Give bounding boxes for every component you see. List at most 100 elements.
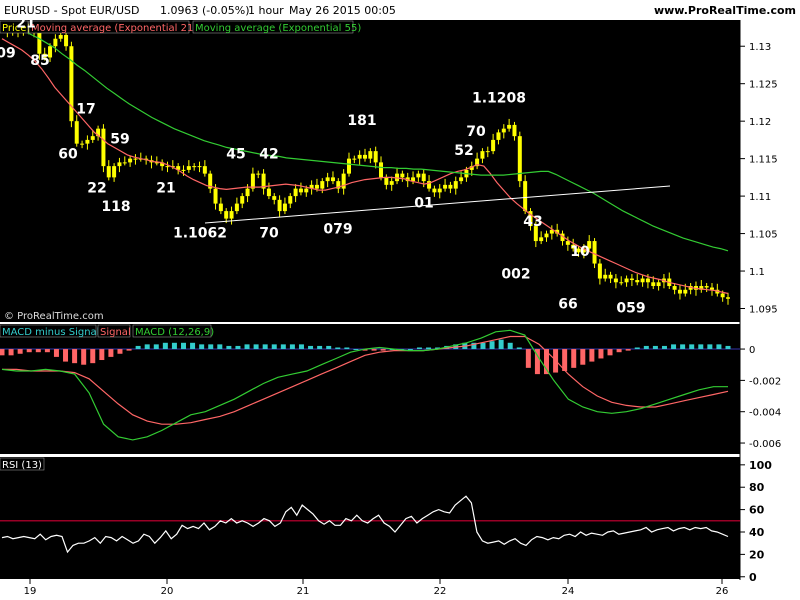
price-annotation: 002: [501, 267, 530, 283]
price-annotation: 70: [466, 124, 486, 140]
price-annotation: 85: [30, 53, 49, 69]
candle-body: [539, 237, 544, 242]
macd-histogram-bar: [153, 344, 159, 350]
macd-histogram-bar: [244, 344, 250, 350]
x-tick-label: 26: [716, 586, 729, 597]
macd-histogram-bar: [707, 344, 713, 350]
candle-body: [443, 184, 448, 189]
macd-histogram-bar: [17, 349, 23, 354]
candle-body: [549, 229, 554, 234]
macd-line: [1, 329, 728, 441]
macd-tick-label: -0.004: [749, 408, 781, 419]
candle-body: [555, 229, 560, 234]
rsi-tick-label: 40: [749, 526, 765, 539]
candle-body: [421, 173, 426, 182]
candle-body: [293, 188, 298, 197]
candle-body: [154, 162, 159, 164]
price-tick-label: 1.115: [749, 155, 778, 166]
candle-body: [90, 136, 95, 140]
macd-histogram-bar: [525, 349, 531, 368]
candle-body: [42, 53, 47, 58]
website-link[interactable]: www.ProRealTime.com: [653, 4, 796, 17]
candle-body: [234, 203, 239, 212]
price-panel: [0, 20, 740, 322]
rsi-tick-label: 80: [749, 481, 765, 494]
macd-histogram-bar: [99, 349, 105, 361]
macd-series: [0, 329, 740, 441]
candle-body: [629, 278, 634, 281]
macd-histogram-bar: [598, 349, 604, 359]
candle-body: [432, 188, 437, 193]
candle-body: [459, 177, 464, 182]
candle-body: [485, 151, 490, 153]
macd-tick-label: -0.002: [749, 376, 781, 387]
candle-body: [517, 136, 522, 182]
candle-body: [277, 199, 282, 212]
price-annotation: 1.1208: [472, 90, 526, 106]
x-tick-label: 24: [562, 586, 575, 597]
price-tick-label: 1.11: [749, 192, 771, 203]
macd-histogram-bar: [362, 349, 368, 351]
price-annotation: 22: [87, 180, 106, 196]
macd-histogram-bar: [380, 349, 386, 351]
candle-body: [576, 248, 581, 253]
candle-body: [416, 173, 421, 178]
macd-histogram-bar: [53, 349, 59, 357]
macd-histogram-bar: [235, 345, 241, 350]
rsi-panel: [0, 457, 740, 579]
candle-body: [218, 203, 223, 212]
price-series: [0, 22, 730, 305]
candle-body: [106, 166, 111, 178]
macd-histogram-bar: [698, 344, 704, 350]
x-tick-label: 21: [297, 586, 310, 597]
candle-body: [395, 173, 400, 182]
ema21-line: [1, 38, 729, 295]
price-annotation: 17: [76, 102, 95, 118]
x-tick-label: 22: [434, 586, 447, 597]
rsi-line: [1, 495, 729, 554]
candle-body: [69, 46, 74, 122]
macd-histogram-bar: [135, 345, 141, 350]
candle-body: [533, 226, 538, 242]
rsi-tick-label: 20: [749, 548, 765, 561]
candle-body: [245, 188, 250, 197]
rsi-tick-label: 0: [749, 571, 757, 584]
candle-body: [346, 158, 351, 174]
candle-body: [176, 166, 181, 170]
macd-histogram-bar: [90, 349, 96, 364]
macd-axis: [740, 324, 800, 454]
macd-histogram-bar: [634, 347, 640, 350]
macd-histogram-bar: [144, 344, 150, 350]
macd-histogram-bar: [471, 342, 477, 350]
timeframe[interactable]: 1 hour: [248, 4, 284, 17]
candle-body: [314, 184, 319, 189]
signal-line: [2, 335, 729, 425]
candle-body: [704, 286, 709, 288]
candle-body: [325, 177, 330, 182]
candle-body: [544, 233, 549, 238]
rsi-series: [0, 495, 740, 554]
candle-body: [475, 158, 480, 167]
candle-body: [726, 297, 730, 299]
candle-body: [53, 38, 58, 47]
legend-macd-hist: MACD minus Signal: [2, 327, 99, 338]
macd-histogram-bar: [0, 349, 5, 356]
ema55-line: [1, 23, 729, 252]
legend-price: Price: [2, 23, 26, 34]
candle-body: [282, 203, 287, 212]
candle-body: [603, 274, 608, 279]
candle-body: [26, 29, 31, 32]
macd-histogram-bar: [199, 344, 205, 350]
candle-body: [37, 32, 42, 54]
candle-body: [213, 188, 218, 204]
macd-histogram-bar: [534, 349, 540, 375]
price-annotation: 079: [323, 222, 352, 238]
macd-histogram-bar: [625, 349, 631, 351]
last-quote: 1.0963 (-0.05%): [160, 4, 250, 17]
macd-histogram-bar: [126, 349, 132, 351]
macd-histogram-bar: [326, 345, 332, 350]
macd-histogram-bar: [389, 349, 395, 351]
candle-body: [298, 188, 303, 193]
